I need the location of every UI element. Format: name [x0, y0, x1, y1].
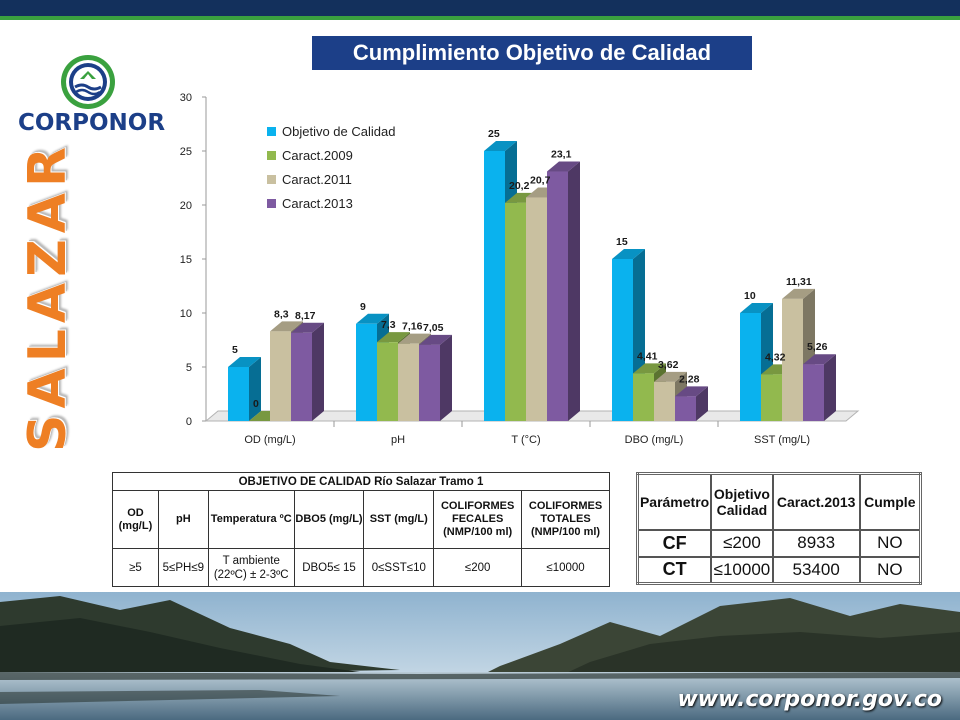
- legend-swatch: [267, 127, 276, 136]
- table-cell: 8933: [771, 528, 861, 558]
- table-cell: T ambiente (22ºC) ± 2-3ºC: [207, 548, 295, 587]
- data-label: 23,1: [551, 149, 572, 161]
- x-tick-label: DBO (mg/L): [625, 434, 684, 446]
- data-label: 4,41: [637, 350, 658, 362]
- table-row: ≥5 5≤PH≤9 T ambiente (22ºC) ± 2-3ºC DBO5…: [112, 548, 610, 587]
- data-label: 7,16: [402, 321, 423, 333]
- data-label: 11,31: [786, 276, 812, 288]
- logo-wordmark: CORPONOR: [18, 110, 166, 136]
- data-label: 2,28: [679, 373, 700, 385]
- table-cell: NO: [858, 555, 922, 585]
- bar: [803, 354, 836, 421]
- table-header-row: OD (mg/L) pH Temperatura ºC DBO5 (mg/L) …: [112, 490, 610, 549]
- header-cell: Cumple: [858, 472, 922, 531]
- landscape-footer: www.corponor.gov.co: [0, 592, 960, 720]
- table-cell: ≤200: [433, 548, 523, 587]
- compliance-table: Parámetro Objetivo Calidad Caract.2013 C…: [636, 472, 922, 585]
- header-cell: Temperatura ºC: [207, 490, 295, 549]
- header-cell: pH: [157, 490, 209, 549]
- bar: [419, 334, 452, 421]
- bar: [675, 386, 708, 421]
- mountain-lake-image: [0, 592, 960, 720]
- table-row: CT ≤10000 53400 NO: [636, 555, 922, 585]
- bar: [547, 161, 580, 421]
- data-label: 15: [616, 236, 628, 248]
- quality-objective-title: OBJETIVO DE CALIDAD Río Salazar Tramo 1: [112, 472, 610, 491]
- data-label: 5,26: [807, 341, 828, 353]
- header-cell: Caract.2013: [771, 472, 861, 531]
- table-cell: NO: [858, 528, 922, 558]
- x-tick-label: OD (mg/L): [244, 434, 295, 446]
- website-url: www.corponor.gov.co: [677, 687, 942, 712]
- data-label: 20,2: [509, 180, 530, 192]
- bar-chart: 0 5 10 15 20 25 30 OD (mg/L) pH T (°C) DBO (mg/L) S…: [180, 92, 860, 446]
- y-tick-label: 10: [180, 308, 192, 320]
- header-cell: SST (mg/L): [363, 490, 435, 549]
- data-label: 8,17: [295, 310, 316, 322]
- header-cell: Parámetro: [636, 472, 713, 531]
- top-header-bar: [0, 0, 960, 16]
- table-cell: ≤10000: [710, 555, 774, 585]
- table-cell: ≤200: [710, 528, 774, 558]
- header-cell: DBO5 (mg/L): [293, 490, 365, 549]
- table-cell: CF: [636, 528, 713, 558]
- y-tick-label: 25: [180, 146, 192, 158]
- table-cell: 53400: [771, 555, 861, 585]
- header-cell: OD (mg/L): [112, 490, 159, 549]
- table-cell: 0≤SST≤10: [363, 548, 435, 587]
- header-cell: COLIFORMES TOTALES (NMP/100 ml): [521, 490, 610, 549]
- y-tick-label: 20: [180, 200, 192, 212]
- x-tick-label: SST (mg/L): [754, 434, 810, 446]
- data-label: 3,62: [658, 359, 679, 371]
- table-header-row: Parámetro Objetivo Calidad Caract.2013 C…: [636, 472, 922, 531]
- x-tick-label: T (°C): [511, 434, 540, 446]
- table-cell: CT: [636, 555, 713, 585]
- data-label: 4,32: [765, 351, 786, 363]
- y-tick-label: 5: [186, 362, 192, 374]
- y-tick-label: 0: [186, 416, 192, 428]
- legend-label: Objetivo de Calidad: [282, 124, 395, 139]
- legend-swatch: [267, 151, 276, 160]
- corponor-logo: CORPONOR: [18, 52, 166, 140]
- corponor-emblem-icon: [61, 55, 115, 109]
- y-tick-label: 15: [180, 254, 192, 266]
- header-cell: COLIFORMES FECALES (NMP/100 ml): [433, 490, 523, 549]
- quality-objective-table: OBJETIVO DE CALIDAD Río Salazar Tramo 1 …: [112, 472, 610, 587]
- site-name-vertical: SALAZAR: [18, 140, 78, 452]
- data-label: 25: [488, 128, 500, 140]
- legend-label: Caract.2009: [282, 148, 353, 163]
- table-cell: ≤10000: [521, 548, 610, 587]
- bar: [291, 322, 324, 421]
- legend-label: Caract.2013: [282, 196, 353, 211]
- header-cell: Objetivo Calidad: [710, 472, 774, 531]
- data-label: 20,7: [530, 174, 551, 186]
- data-label: 8,3: [274, 308, 289, 320]
- table-cell: ≥5: [112, 548, 159, 587]
- table-cell: 5≤PH≤9: [157, 548, 209, 587]
- top-header-stripe: [0, 16, 960, 20]
- legend-swatch: [267, 175, 276, 184]
- data-label: 10: [744, 290, 756, 302]
- data-label: 9: [360, 301, 366, 313]
- slide-title: Cumplimiento Objetivo de Calidad: [312, 36, 752, 70]
- data-label: 5: [232, 344, 238, 356]
- x-tick-label: pH: [391, 434, 405, 446]
- legend-label: Caract.2011: [282, 172, 352, 187]
- legend-swatch: [267, 199, 276, 208]
- data-label: 7,3: [381, 319, 396, 331]
- bar: [228, 357, 261, 421]
- table-cell: DBO5≤ 15: [293, 548, 365, 587]
- table-row: CF ≤200 8933 NO: [636, 528, 922, 558]
- data-label: 0: [253, 398, 259, 410]
- data-label: 7,05: [423, 322, 444, 334]
- y-tick-label: 30: [180, 92, 192, 104]
